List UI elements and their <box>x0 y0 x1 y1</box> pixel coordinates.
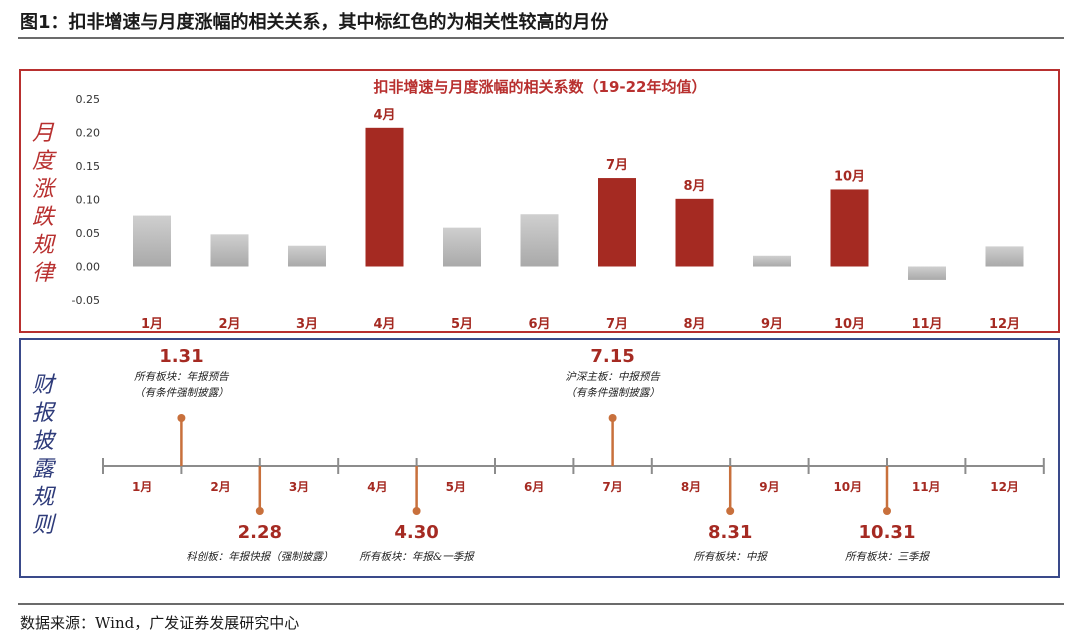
x-tick-label: 2月 <box>218 317 240 332</box>
event-description: 沪深主板：中报预告 <box>565 371 661 383</box>
timeline-event-8.31: 8.31 所有板块：中报 <box>693 466 768 563</box>
bar-2 <box>210 234 249 267</box>
bar-label: 7月 <box>606 158 628 173</box>
timeline-group: 1月 2月 3月 4月 5月 6月 7月 8月 9月 10月 11月 12月 1.31 所有板块：年报预告… <box>102 346 1045 563</box>
timeline-event-1.31: 1.31 所有板块：年报预告 （有条件强制披露） <box>134 346 230 466</box>
monthly-pattern-label: 月度涨跌规律 <box>28 120 58 288</box>
y-tick-label: 0.25 <box>76 93 101 106</box>
event-marker <box>883 507 891 515</box>
timeline-month-label: 4月 <box>367 480 387 494</box>
bar-3 <box>288 245 326 267</box>
bar-11 <box>908 266 946 280</box>
x-tick-label: 3月 <box>296 317 318 332</box>
event-marker <box>177 414 186 422</box>
disclosure-rule-label-char: 则 <box>31 513 54 538</box>
data-source: 数据来源：Wind，广发证券发展研究中心 <box>20 614 300 632</box>
monthly-pattern-label-char: 规 <box>31 233 54 258</box>
chart-title: 扣非增速与月度涨幅的相关系数（19-22年均值） <box>374 78 707 96</box>
x-axis: 1月 2月 3月 4月 5月 6月 7月 8月 9月 10月 11月 12月 <box>141 317 1020 332</box>
event-marker <box>412 507 421 515</box>
timeline-month-label: 1月 <box>132 480 152 494</box>
monthly-pattern-label-char: 涨 <box>31 177 54 202</box>
event-description: 所有板块：年报预告 <box>134 371 230 383</box>
disclosure-rule-label-char: 规 <box>31 485 54 510</box>
disclosure-rule-label-char: 报 <box>31 401 54 426</box>
event-description: 所有板块：年报&一季报 <box>359 551 475 563</box>
timeline-event-4.30: 4.30 所有板块：年报&一季报 <box>359 466 475 563</box>
timeline-event-2.28: 2.28 科创板：年报快报（强制披露） <box>186 466 333 563</box>
x-tick-label: 12月 <box>989 317 1020 332</box>
disclosure-rule-label: 财报披露规则 <box>28 372 58 540</box>
bar-5 <box>443 227 481 267</box>
monthly-pattern-label-char: 律 <box>31 261 54 286</box>
timeline-event-7.15: 7.15 沪深主板：中报预告 （有条件强制披露） <box>565 346 661 466</box>
y-tick-label: 0.15 <box>76 160 101 173</box>
event-description: （有条件强制披露） <box>565 387 660 399</box>
event-description: 科创板：年报快报（强制披露） <box>186 551 333 563</box>
monthly-pattern-label-char: 度 <box>31 149 54 174</box>
event-description: 所有板块：中报 <box>693 551 768 563</box>
y-tick-label: 0.05 <box>76 227 101 240</box>
event-date: 10.31 <box>859 522 916 543</box>
disclosure-rule-label-char: 露 <box>31 457 54 482</box>
bar-7 <box>598 178 636 267</box>
bar-8 <box>675 198 714 267</box>
timeline-month-label: 7月 <box>602 480 622 494</box>
event-marker <box>726 507 735 515</box>
event-date: 7.15 <box>590 346 634 367</box>
x-tick-label: 7月 <box>606 317 628 332</box>
figure-title: 图1：扣非增速与月度涨幅的相关关系，其中标红色的为相关性较高的月份 <box>20 12 609 33</box>
x-tick-label: 6月 <box>528 317 550 332</box>
x-tick-label: 10月 <box>834 317 865 332</box>
timeline-month-label: 9月 <box>759 480 779 494</box>
event-marker <box>608 414 617 422</box>
bars-group: 4月 7月 8月 10月 <box>133 108 1024 280</box>
top-rule <box>18 37 1064 39</box>
y-tick-label: 0.00 <box>76 261 101 274</box>
monthly-pattern-label-char: 月 <box>31 121 54 146</box>
event-marker <box>255 507 264 515</box>
timeline-month-label: 8月 <box>681 480 701 494</box>
timeline-month-label: 5月 <box>446 480 466 494</box>
event-date: 4.30 <box>394 522 438 543</box>
timeline-month-label: 10月 <box>833 480 862 494</box>
bar-10 <box>830 189 869 267</box>
timeline-month-label: 11月 <box>912 480 941 494</box>
bar-6 <box>520 214 559 267</box>
x-tick-label: 9月 <box>761 317 783 332</box>
bar-9 <box>753 255 791 267</box>
correlation-chart-frame <box>19 69 1060 333</box>
timeline-month-label: 2月 <box>210 480 230 494</box>
timeline-month-label: 3月 <box>289 480 309 494</box>
event-date: 8.31 <box>708 522 752 543</box>
bar-label: 4月 <box>373 108 395 123</box>
event-date: 2.28 <box>238 522 282 543</box>
x-tick-label: 4月 <box>373 317 395 332</box>
x-tick-label: 5月 <box>451 317 473 332</box>
bottom-rule <box>18 603 1064 605</box>
disclosure-rule-label-char: 财 <box>31 373 54 398</box>
y-tick-label: -0.05 <box>72 294 100 307</box>
event-description: （有条件强制披露） <box>134 387 229 399</box>
timeline-event-10.31: 10.31 所有板块：三季报 <box>845 466 930 563</box>
bar-12 <box>985 246 1024 267</box>
x-tick-label: 11月 <box>911 317 942 332</box>
y-tick-label: 0.10 <box>76 194 101 207</box>
y-tick-label: 0.20 <box>76 127 101 140</box>
y-axis: 0.25 0.20 0.15 0.10 0.05 0.00 -0.05 <box>72 93 100 307</box>
bar-label: 10月 <box>834 169 865 184</box>
bar-label: 8月 <box>683 179 705 194</box>
monthly-pattern-label-char: 跌 <box>31 205 54 230</box>
bar-1 <box>133 215 171 267</box>
event-date: 1.31 <box>159 346 203 367</box>
x-tick-label: 1月 <box>141 317 163 332</box>
disclosure-rule-label-char: 披 <box>31 429 54 454</box>
timeline-month-label: 12月 <box>990 480 1019 494</box>
x-tick-label: 8月 <box>683 317 705 332</box>
event-description: 所有板块：三季报 <box>845 551 930 563</box>
bar-4 <box>365 127 404 267</box>
disclosure-timeline-frame <box>19 338 1060 578</box>
timeline-month-label: 6月 <box>524 480 544 494</box>
